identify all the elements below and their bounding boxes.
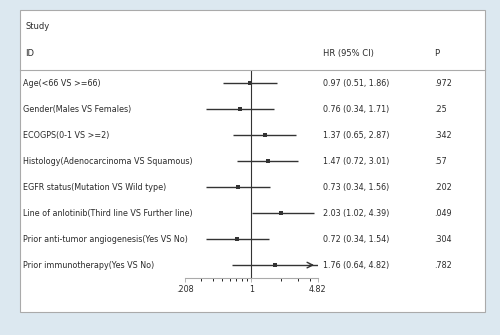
Text: P: P [434,49,440,58]
Text: Age(<66 VS >=66): Age(<66 VS >=66) [24,79,101,88]
Text: 1.76 (0.64, 4.82): 1.76 (0.64, 4.82) [322,261,389,270]
Text: 0.72 (0.34, 1.54): 0.72 (0.34, 1.54) [322,234,389,244]
Text: Line of anlotinib(Third line VS Further line): Line of anlotinib(Third line VS Further … [24,209,193,218]
Text: .782: .782 [434,261,452,270]
Text: ECOGPS(0-1 VS >=2): ECOGPS(0-1 VS >=2) [24,131,110,140]
Text: 0.76 (0.34, 1.71): 0.76 (0.34, 1.71) [322,105,389,114]
Text: 1.47 (0.72, 3.01): 1.47 (0.72, 3.01) [322,157,389,166]
Text: .972: .972 [434,79,452,88]
Text: .25: .25 [434,105,447,114]
Text: 0.97 (0.51, 1.86): 0.97 (0.51, 1.86) [322,79,389,88]
Text: .342: .342 [434,131,452,140]
Text: 1.37 (0.65, 2.87): 1.37 (0.65, 2.87) [322,131,389,140]
Text: .304: .304 [434,234,452,244]
Text: ID: ID [25,49,34,58]
Text: Prior anti-tumor angiogenesis(Yes VS No): Prior anti-tumor angiogenesis(Yes VS No) [24,234,188,244]
Text: Histology(Adenocarcinoma VS Squamous): Histology(Adenocarcinoma VS Squamous) [24,157,193,166]
Text: Gender(Males VS Females): Gender(Males VS Females) [24,105,132,114]
Text: Study: Study [25,22,49,31]
Text: 2.03 (1.02, 4.39): 2.03 (1.02, 4.39) [322,209,389,218]
Text: EGFR status(Mutation VS Wild type): EGFR status(Mutation VS Wild type) [24,183,167,192]
Text: .049: .049 [434,209,452,218]
Text: .57: .57 [434,157,447,166]
Text: .202: .202 [434,183,452,192]
Text: Prior immunotherapy(Yes VS No): Prior immunotherapy(Yes VS No) [24,261,154,270]
Text: HR (95% CI): HR (95% CI) [322,49,374,58]
Text: 0.73 (0.34, 1.56): 0.73 (0.34, 1.56) [322,183,389,192]
